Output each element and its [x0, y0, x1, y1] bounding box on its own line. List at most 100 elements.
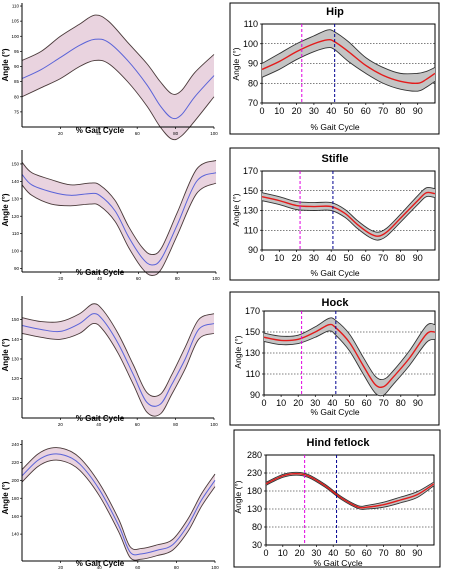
y-tick-label: 90 — [248, 245, 258, 255]
x-tick-label: 50 — [343, 253, 353, 263]
x-tick-label: 100 — [211, 565, 219, 570]
y-tick-label: 120 — [11, 376, 19, 381]
x-tick-label: 10 — [274, 106, 284, 116]
y-tick-label: 200 — [11, 478, 19, 483]
x-tick-label: 80 — [396, 398, 406, 408]
x-tick-label: 90 — [412, 548, 422, 558]
x-tick-label: 0 — [261, 398, 266, 408]
x-tick-label: 10 — [278, 548, 288, 558]
x-axis-title: % Gait Cycle — [76, 268, 125, 277]
x-tick-label: 30 — [309, 253, 319, 263]
x-tick-label: 70 — [378, 253, 388, 263]
y-tick-label: 280 — [247, 450, 262, 460]
y-tick-label: 130 — [243, 206, 258, 216]
y-tick-label: 130 — [245, 348, 260, 358]
y-tick-label: 110 — [12, 231, 20, 236]
chart-left-stifle: 90 100 110 120 130 140 150 20 40 60 80 100 % Gait Cy… — [1, 150, 220, 281]
x-tick-label: 50 — [344, 398, 354, 408]
y-tick-label: 100 — [11, 249, 19, 254]
x-tick-label: 60 — [362, 398, 372, 408]
x-tick-label: 90 — [413, 398, 423, 408]
x-tick-label: 40 — [326, 253, 336, 263]
x-tick-label: 30 — [311, 548, 321, 558]
chart-title: Hock — [322, 297, 350, 309]
x-tick-label: 80 — [395, 106, 405, 116]
upper-sd-line — [265, 471, 435, 507]
y-tick-label: 100 — [243, 39, 258, 49]
x-tick-label: 10 — [276, 398, 286, 408]
y-tick-label: 90 — [14, 266, 20, 271]
x-tick-label: 60 — [135, 565, 141, 570]
x-tick-label: 80 — [395, 548, 405, 558]
y-tick-label: 140 — [11, 337, 19, 342]
y-axis-title: Angle (°) — [1, 481, 10, 514]
x-axis-title: % Gait Cycle — [310, 407, 359, 417]
x-tick-label: 20 — [292, 253, 302, 263]
x-tick-label: 20 — [292, 106, 302, 116]
y-axis-title: Angle (°) — [231, 193, 241, 226]
x-tick-label: 40 — [97, 276, 103, 281]
x-axis-title: % Gait Cycle — [310, 268, 359, 278]
y-tick-label: 80 — [14, 94, 20, 99]
y-axis-title: Angle (°) — [233, 335, 243, 368]
upper-sd-line — [21, 160, 217, 256]
chart-title: Hip — [326, 6, 344, 18]
x-axis-title: % Gait Cycle — [313, 558, 362, 568]
y-tick-label: 80 — [252, 522, 262, 532]
chart-title: Stifle — [322, 153, 349, 165]
sd-band — [22, 303, 214, 417]
y-tick-label: 130 — [247, 504, 262, 514]
sd-band — [262, 29, 435, 92]
y-tick-label: 180 — [11, 496, 19, 501]
y-tick-label: 170 — [243, 166, 258, 176]
lower-sd-line — [21, 182, 217, 276]
x-tick-label: 60 — [135, 131, 141, 136]
y-tick-label: 110 — [12, 4, 20, 9]
chart-right-hind-fetlock: 30 80 130 180 230 280 0 10 20 30 40 50 60 70 80 90 % Gai… — [233, 429, 441, 568]
x-tick-label: 80 — [395, 253, 405, 263]
y-axis-title: Angle (°) — [231, 47, 241, 80]
x-tick-label: 50 — [343, 106, 353, 116]
upper-sd-line — [21, 447, 216, 550]
y-axis-title: Angle (°) — [1, 48, 10, 81]
y-tick-label: 150 — [243, 186, 258, 196]
mean-line — [21, 453, 216, 556]
x-tick-label: 70 — [379, 548, 389, 558]
y-tick-label: 230 — [247, 468, 262, 478]
y-tick-label: 90 — [250, 390, 260, 400]
lower-sd-line — [21, 59, 215, 141]
y-tick-label: 130 — [11, 357, 19, 362]
lower-sd-line — [261, 195, 436, 241]
x-tick-label: 40 — [327, 398, 337, 408]
chart-right-stifle: 90 110 130 150 170 0 10 20 30 40 50 60 70 80 90 % Gait … — [229, 147, 440, 281]
x-tick-label: 0 — [259, 253, 264, 263]
lower-sd-line — [21, 322, 215, 417]
x-tick-label: 20 — [58, 276, 64, 281]
mean-line — [261, 38, 436, 85]
mean-line — [21, 38, 215, 120]
x-tick-label: 40 — [96, 422, 102, 427]
x-tick-label: 80 — [174, 565, 180, 570]
x-tick-label: 30 — [309, 106, 319, 116]
lower-sd-line — [263, 330, 436, 397]
x-tick-label: 30 — [310, 398, 320, 408]
x-tick-label: 70 — [379, 398, 389, 408]
x-axis-title: % Gait Cycle — [310, 122, 359, 132]
x-tick-label: 80 — [173, 422, 179, 427]
x-tick-label: 40 — [326, 106, 336, 116]
x-tick-label: 20 — [58, 422, 64, 427]
mean-line — [21, 172, 217, 266]
chart-left-hind-fetlock: 140 160 180 200 220 240 20 40 60 80 100 % Gait Cycl… — [1, 440, 219, 570]
x-tick-label: 70 — [378, 106, 388, 116]
y-tick-label: 160 — [11, 514, 19, 519]
y-axis-title: Angle (°) — [1, 338, 10, 371]
x-tick-label: 20 — [293, 398, 303, 408]
y-tick-label: 240 — [11, 442, 19, 447]
y-tick-label: 170 — [245, 306, 260, 316]
y-tick-label: 150 — [11, 317, 19, 322]
y-tick-label: 150 — [11, 162, 19, 167]
y-tick-label: 30 — [252, 540, 262, 550]
chart-left-hock: 110 120 130 140 150 20 40 60 80 100 % Gait Cycle An… — [1, 296, 218, 427]
x-tick-label: 60 — [362, 548, 372, 558]
